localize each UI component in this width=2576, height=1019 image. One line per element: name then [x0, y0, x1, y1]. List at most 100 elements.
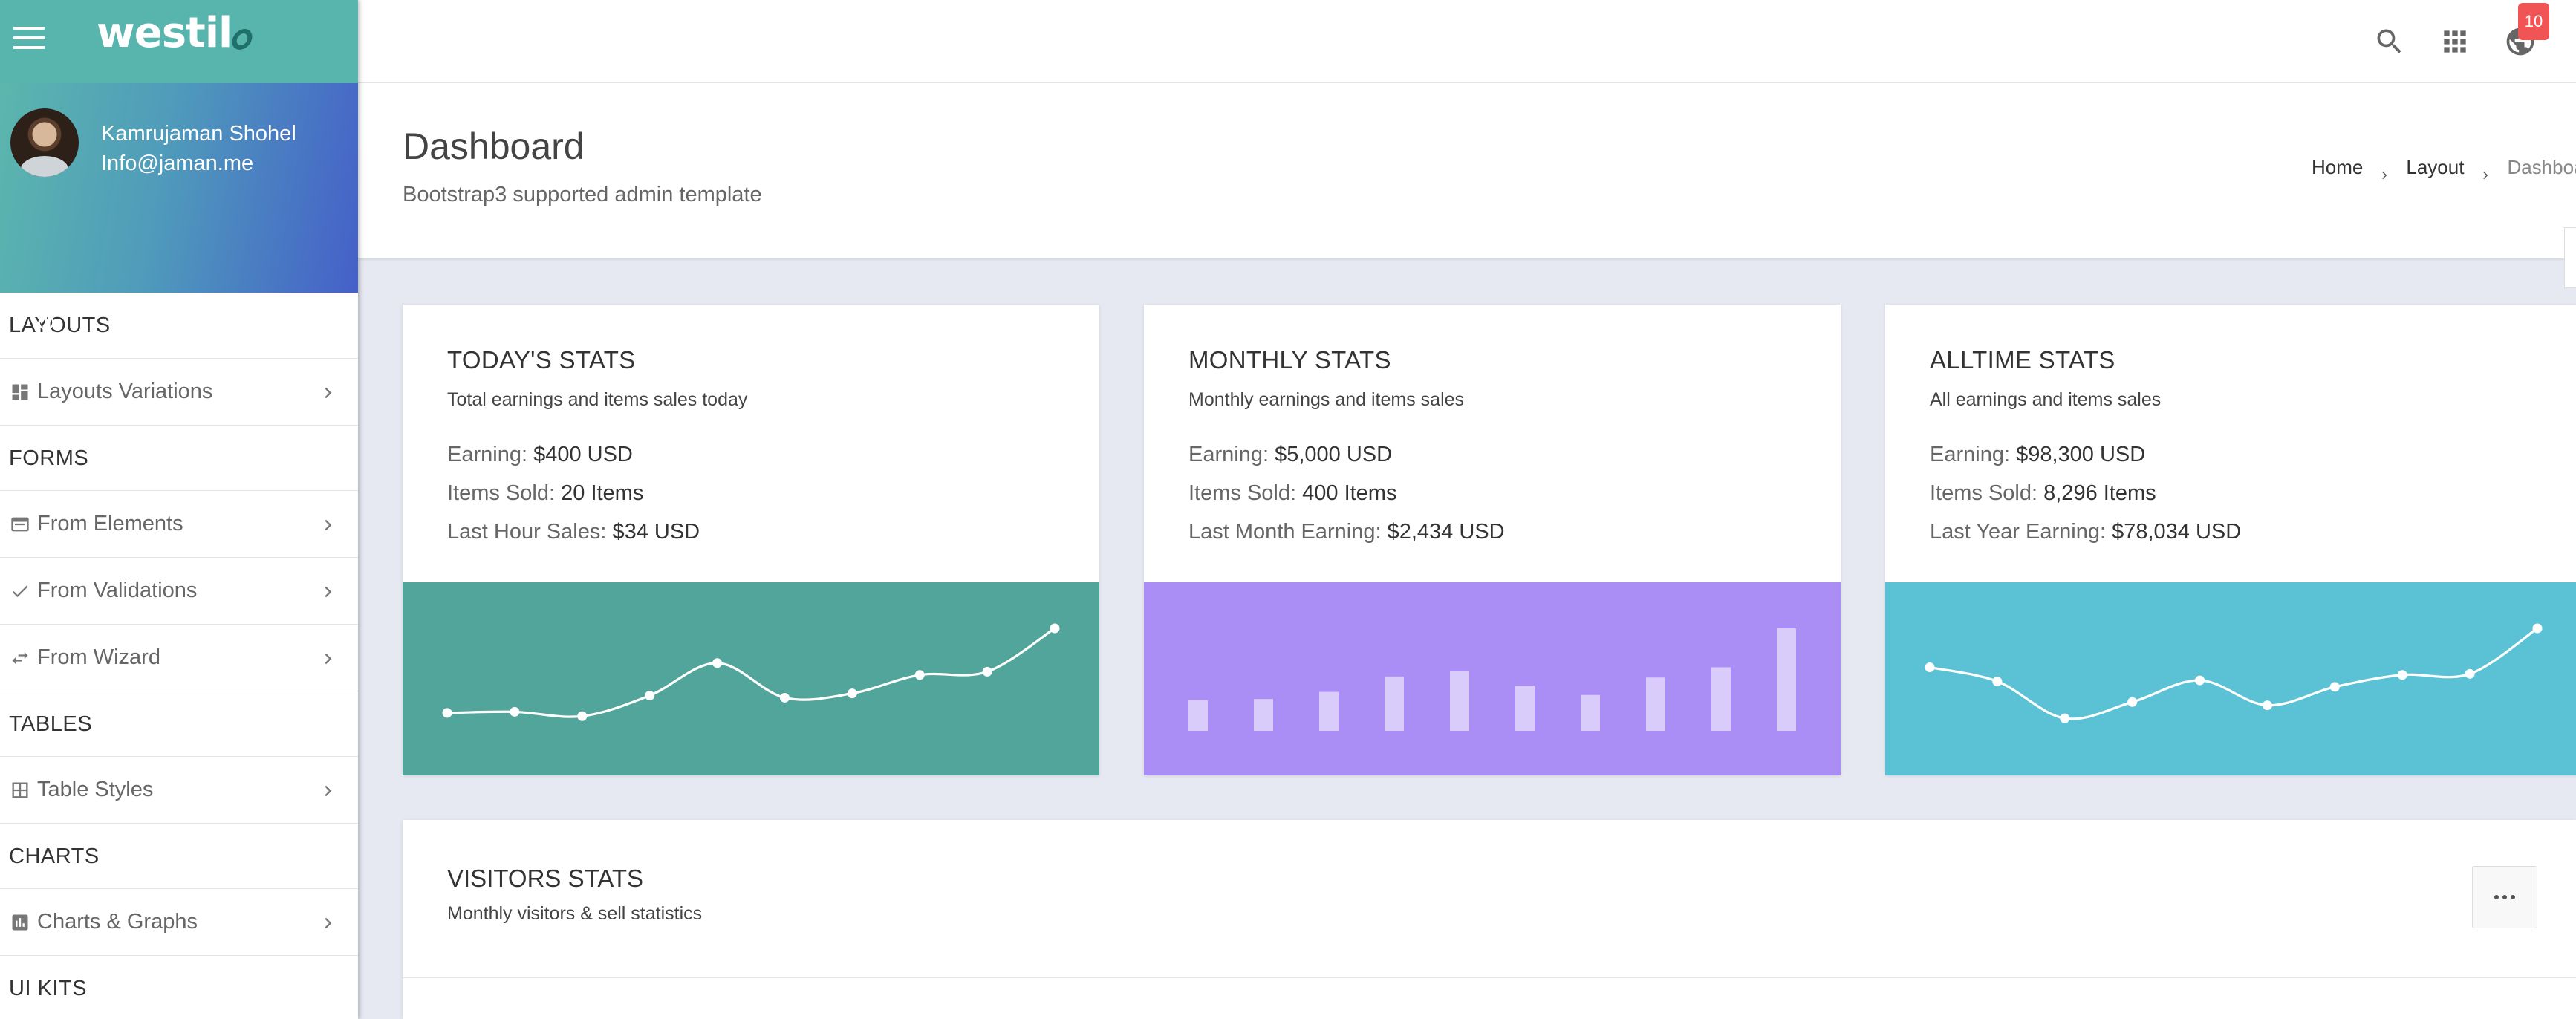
- chart-point-2: [510, 706, 520, 717]
- sidebar-item-charts-graphs[interactable]: Charts & Graphs: [0, 888, 358, 955]
- notification-badge: 10: [2518, 3, 2549, 40]
- chart-background: [1144, 582, 1841, 775]
- chart-bar-7: [1581, 694, 1600, 731]
- breadcrumb: Home Layout Dashboard: [2312, 156, 2576, 179]
- more-horizontal-button[interactable]: [2472, 866, 2537, 928]
- chevron-right-icon: [2480, 163, 2491, 179]
- sidebar-item-layouts-variations[interactable]: Layouts Variations: [0, 358, 358, 425]
- logo-bar: westil: [0, 0, 358, 83]
- account-icon[interactable]: [113, 306, 146, 339]
- chart-point-3: [577, 711, 588, 721]
- chart-point-2: [1992, 677, 2003, 687]
- panel-subtitle: Monthly visitors & sell statistics: [447, 903, 703, 924]
- sidebar-item-table-styles[interactable]: Table Styles: [0, 756, 358, 823]
- chart-point-5: [712, 658, 723, 668]
- stat-line-items-sold: Items Sold: 8,296 Items: [1930, 481, 2156, 505]
- chevron-right-icon: [2379, 163, 2390, 179]
- sidebar-item-label: From Elements: [37, 512, 183, 535]
- power-icon[interactable]: [30, 306, 62, 339]
- search-icon[interactable]: [2370, 22, 2409, 61]
- chart-point-8: [2397, 670, 2407, 680]
- sidebar-item-label: From Wizard: [37, 645, 160, 669]
- chevron-right-icon: [319, 648, 336, 665]
- avatar[interactable]: [10, 108, 79, 177]
- stat-line-earning: Earning: $98,300 USD: [1930, 443, 2146, 466]
- card-title: ALLTIME STATS: [1930, 346, 2115, 374]
- stat-line-items-sold: Items Sold: 20 Items: [447, 481, 644, 505]
- chart-point-5: [2195, 675, 2205, 686]
- sidebar-item-label: Layouts Variations: [37, 380, 213, 403]
- sidebar-item-form-elements[interactable]: From Elements: [0, 490, 358, 557]
- apps-grid-icon[interactable]: [2436, 22, 2474, 61]
- chart-point-7: [847, 688, 857, 699]
- visitors-stats-panel: VISITORS STATS Monthly visitors & sell s…: [403, 820, 2576, 1019]
- user-name: Kamrujaman Shohel: [101, 122, 296, 146]
- settings-icon[interactable]: [282, 306, 315, 339]
- settings-drawer-tab[interactable]: [2564, 227, 2576, 288]
- check-icon: [9, 580, 31, 602]
- breadcrumb-current: Dashboard: [2507, 156, 2576, 178]
- chart-series-line: [1929, 627, 2538, 720]
- nav-heading-layouts: LAYOUTS: [9, 313, 111, 337]
- chart-bar-3: [1319, 691, 1339, 731]
- key-icon[interactable]: [198, 306, 230, 339]
- chart-point-3: [2060, 713, 2070, 723]
- chart-point-9: [982, 666, 992, 677]
- card-title: MONTHLY STATS: [1188, 346, 1391, 374]
- page-subtitle: Bootstrap3 supported admin template: [403, 183, 762, 206]
- card-title: TODAY'S STATS: [447, 346, 636, 374]
- user-profile-panel: Kamrujaman Shohel Info@jaman.me: [0, 83, 358, 331]
- breadcrumb-layout[interactable]: Layout: [2406, 156, 2465, 178]
- chart-bar-1: [1188, 700, 1208, 731]
- nav-heading-forms: FORMS: [0, 425, 358, 490]
- chart-bar-10: [1777, 628, 1796, 731]
- page-header: Dashboard Bootstrap3 supported admin tem…: [358, 83, 2576, 258]
- form-icon: [9, 513, 31, 535]
- menu-icon[interactable]: [13, 27, 45, 52]
- page-title: Dashboard: [403, 126, 585, 167]
- chart-series-line: [446, 627, 1056, 718]
- bar-chart-icon: [9, 911, 31, 934]
- chart-bar-6: [1515, 686, 1535, 731]
- breadcrumb-home[interactable]: Home: [2312, 156, 2364, 178]
- chart-point-6: [2262, 700, 2272, 711]
- card-subtitle: All earnings and items sales: [1930, 389, 2162, 410]
- brand-logo[interactable]: westil: [97, 9, 255, 57]
- card-subtitle: Monthly earnings and items sales: [1188, 389, 1465, 410]
- chart-bar-5: [1450, 671, 1469, 731]
- divider: [403, 977, 2576, 978]
- card-subtitle: Total earnings and items sales today: [447, 389, 748, 410]
- globe-notification-icon[interactable]: [2501, 22, 2540, 61]
- chart-point-9: [2465, 668, 2475, 679]
- sidebar-item-form-validations[interactable]: From Validations: [0, 557, 358, 624]
- chart-point-1: [442, 708, 452, 718]
- panel-title: VISITORS STATS: [447, 865, 644, 892]
- chevron-right-icon: [319, 781, 336, 797]
- chart-point-4: [2127, 697, 2138, 707]
- sidebar-item-label: Table Styles: [37, 778, 154, 801]
- chart-point-4: [645, 691, 655, 701]
- chart-bar-8: [1646, 677, 1665, 731]
- chevron-right-icon: [319, 515, 336, 531]
- alltime-stats-chart: [1885, 582, 2576, 775]
- chart-point-10: [1050, 623, 1060, 634]
- todays-stats-card: TODAY'S STATS Total earnings and items s…: [403, 305, 1099, 775]
- chart-point-6: [779, 692, 790, 703]
- chart-bar-9: [1711, 667, 1731, 731]
- stat-line-last-month-earning: Last Month Earning: $2,434 USD: [1188, 520, 1505, 544]
- top-bar: [358, 0, 2576, 83]
- dashboard-icon: [9, 381, 31, 403]
- stat-line-earning: Earning: $5,000 USD: [1188, 443, 1393, 466]
- table-icon: [9, 779, 31, 801]
- stat-line-items-sold: Items Sold: 400 Items: [1188, 481, 1397, 505]
- swap-icon: [9, 647, 31, 669]
- monthly-stats-card: MONTHLY STATS Monthly earnings and items…: [1144, 305, 1841, 775]
- nav-heading-tables: TABLES: [0, 691, 358, 756]
- chevron-right-icon: [319, 382, 336, 399]
- sidebar-nav: LAYOUTS Layouts Variations FORMS From El…: [0, 293, 358, 1019]
- sidebar-item-form-wizard[interactable]: From Wizard: [0, 624, 358, 691]
- monthly-stats-chart: [1144, 582, 1841, 775]
- chevron-right-icon: [319, 913, 336, 929]
- chart-point-10: [2532, 623, 2543, 634]
- sidebar-item-label: From Validations: [37, 579, 198, 602]
